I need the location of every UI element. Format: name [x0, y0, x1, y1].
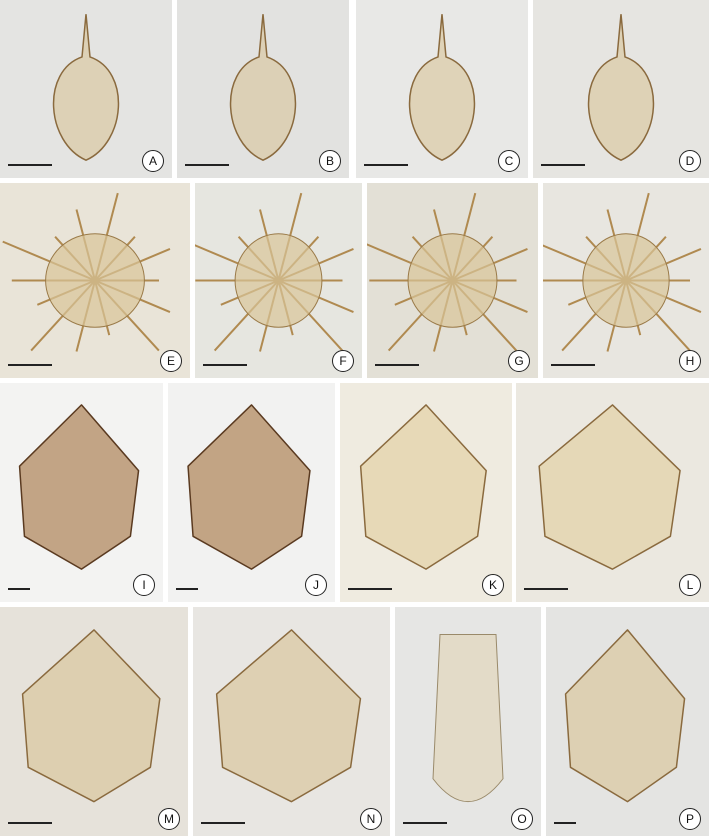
specimen: [538, 404, 681, 570]
panel-label: M: [158, 808, 180, 830]
specimen: [2, 192, 171, 352]
scale-bar: [524, 588, 568, 590]
micrograph-panel: O: [395, 607, 541, 836]
cyst-body: [52, 14, 120, 162]
scale-bar: [8, 164, 52, 166]
scale-bar: [403, 822, 447, 824]
panel-label: N: [360, 808, 382, 830]
cyst-body: [21, 629, 161, 803]
micrograph-panel: N: [193, 607, 390, 836]
specimen: [18, 404, 140, 570]
panel-label: O: [511, 808, 533, 830]
panel-label: F: [332, 350, 354, 372]
specimen: [543, 192, 702, 352]
scale-bar: [8, 364, 52, 366]
specimen: [187, 404, 311, 570]
cyst-body: [564, 629, 686, 803]
cyst-body: [229, 14, 297, 162]
specimen: [215, 629, 362, 803]
panel-label: P: [679, 808, 701, 830]
cyst-body: [215, 629, 362, 803]
cyst-body: [432, 633, 504, 802]
scale-bar: [8, 822, 52, 824]
scale-bar: [541, 164, 585, 166]
cyst-body: [18, 404, 140, 570]
panel-label: D: [679, 150, 701, 172]
cyst-body: [187, 404, 311, 570]
specimen: [408, 14, 476, 162]
scale-bar: [364, 164, 408, 166]
micrograph-panel: K: [340, 383, 512, 602]
micrograph-panel: B: [177, 0, 349, 178]
micrograph-panel: D: [533, 0, 709, 178]
micrograph-panel: I: [0, 383, 163, 602]
specimen: [52, 14, 120, 162]
scale-bar: [203, 364, 247, 366]
cyst-body: [408, 14, 476, 162]
micrograph-panel: L: [516, 383, 709, 602]
scale-bar: [551, 364, 595, 366]
cyst-body: [359, 404, 487, 570]
panel-label: E: [160, 350, 182, 372]
micrograph-panel: H: [543, 183, 709, 378]
panel-label: J: [305, 574, 327, 596]
micrograph-panel: J: [168, 383, 335, 602]
panel-label: G: [508, 350, 530, 372]
specimen: [359, 404, 487, 570]
cyst-body: [538, 404, 681, 570]
panel-label: I: [133, 574, 155, 596]
scale-bar: [176, 588, 198, 590]
scale-bar: [201, 822, 245, 824]
micrograph-panel: P: [546, 607, 709, 836]
specimen: [195, 192, 354, 352]
cyst-body: [407, 233, 498, 328]
cyst-body: [587, 14, 655, 162]
scale-bar: [185, 164, 229, 166]
micrograph-panel: M: [0, 607, 188, 836]
specimen: [432, 633, 504, 802]
micrograph-panel: E: [0, 183, 190, 378]
panel-label: L: [679, 574, 701, 596]
specimen: [564, 629, 686, 803]
specimen: [229, 14, 297, 162]
specimen: [21, 629, 161, 803]
cyst-body: [234, 233, 323, 328]
micrograph-panel: F: [195, 183, 362, 378]
scale-bar: [375, 364, 419, 366]
scale-bar: [554, 822, 576, 824]
panel-label: B: [319, 150, 341, 172]
cyst-body: [582, 233, 670, 328]
cyst-body: [45, 233, 145, 328]
panel-label: K: [482, 574, 504, 596]
micrograph-panel: C: [356, 0, 528, 178]
panel-label: A: [142, 150, 164, 172]
panel-label: C: [498, 150, 520, 172]
specimen: [587, 14, 655, 162]
panel-label: H: [679, 350, 701, 372]
scale-bar: [348, 588, 392, 590]
scale-bar: [8, 588, 30, 590]
micrograph-panel: G: [367, 183, 538, 378]
specimen: [367, 192, 528, 352]
micrograph-panel: A: [0, 0, 172, 178]
